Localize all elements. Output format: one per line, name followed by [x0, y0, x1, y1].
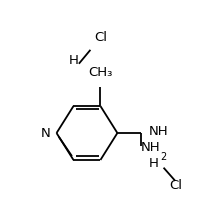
Text: NH: NH	[141, 141, 161, 154]
Text: Cl: Cl	[94, 31, 107, 44]
Text: Cl: Cl	[170, 179, 183, 192]
Text: CH₃: CH₃	[88, 66, 113, 79]
Text: NH: NH	[149, 125, 169, 138]
Text: N: N	[41, 126, 50, 140]
Text: 2: 2	[160, 152, 167, 162]
Text: H: H	[148, 157, 158, 170]
Text: H: H	[68, 54, 78, 67]
